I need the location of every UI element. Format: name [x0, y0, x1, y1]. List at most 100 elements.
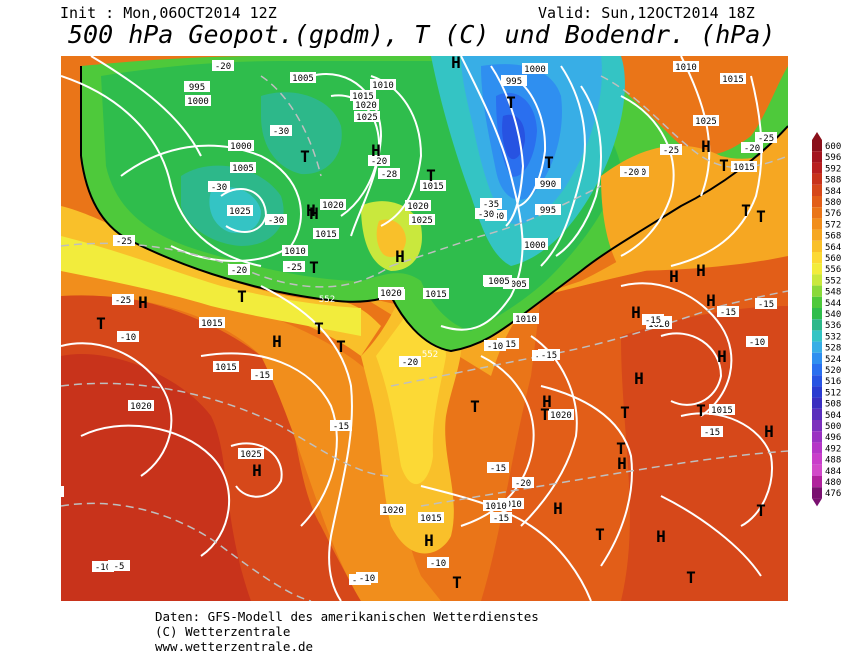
high-pressure-marker: H [395, 247, 405, 266]
temperature-label: -15 [704, 428, 720, 438]
legend-value: 592 [825, 164, 841, 174]
credits-line-url: www.wetterzentrale.de [155, 639, 314, 654]
temperature-label: -25 [758, 134, 774, 144]
temperature-label-bg [356, 572, 378, 583]
legend-swatch [812, 420, 822, 432]
pressure-label: 1020 [130, 402, 152, 412]
temperature-label-bg [378, 168, 400, 179]
pressure-label-bg [320, 199, 346, 210]
pressure-label-bg [693, 115, 719, 126]
pressure-label-bg [548, 409, 574, 420]
temperature-label-bg [475, 208, 497, 219]
high-pressure-marker: H [669, 267, 679, 286]
temperature-label-bg [620, 166, 642, 177]
pressure-label: 1010 [284, 247, 306, 257]
high-pressure-marker: H [371, 141, 381, 160]
pressure-label: 1005 [232, 164, 254, 174]
pressure-label: 1020 [355, 101, 377, 111]
temperature-label-bg [497, 338, 519, 349]
pressure-label-bg [522, 63, 548, 74]
temperature-label-bg [487, 462, 509, 473]
legend-swatch [812, 319, 822, 331]
temperature-label: -20 [515, 479, 531, 489]
legend-value: 488 [825, 456, 841, 466]
high-pressure-marker: H [272, 332, 282, 351]
legend-swatch [812, 341, 822, 353]
temperature-label: -10 [749, 338, 765, 348]
high-pressure-marker: H [656, 527, 666, 546]
legend-swatch [812, 285, 822, 297]
temperature-label: -15 [645, 316, 661, 326]
pressure-label-bg [731, 161, 757, 172]
temperature-label: -30 [211, 183, 227, 193]
pressure-label-bg [483, 500, 509, 511]
pressure-label: 1015 [711, 406, 733, 416]
legend-value: 588 [825, 176, 841, 186]
legend-value: 504 [825, 411, 841, 421]
temperature-label: -10 [487, 342, 503, 352]
low-pressure-marker: T [237, 287, 247, 306]
pressure-label: 1000 [524, 241, 546, 251]
low-pressure-marker: T [756, 501, 766, 520]
weather-map: 9951000100510101015102010251000100510101… [61, 56, 788, 601]
pressure-label-bg [673, 61, 699, 72]
legend-swatch [812, 375, 822, 387]
temperature-label-bg [108, 560, 130, 571]
legend-value: 584 [825, 187, 841, 197]
legend-swatch [812, 196, 822, 208]
pressure-label: 1025 [695, 117, 717, 127]
legend-swatch [812, 263, 822, 275]
legend-value: 576 [825, 209, 841, 219]
legend-value: 524 [825, 355, 841, 365]
temperature-label-bg [212, 60, 234, 71]
temperature-label-bg [642, 314, 664, 325]
legend-value: 508 [825, 400, 841, 410]
high-pressure-marker: H [617, 454, 627, 473]
pressure-label-bg [350, 90, 376, 101]
temperature-label-bg [265, 214, 287, 225]
low-pressure-marker: T [506, 93, 516, 112]
legend-swatch [812, 140, 822, 152]
legend-value: 572 [825, 220, 841, 230]
legend-swatch [812, 274, 822, 286]
legend-swatch [812, 352, 822, 364]
pressure-label-bg [380, 504, 406, 515]
pressure-label-bg [353, 99, 379, 110]
temperature-label-bg [490, 512, 512, 523]
pressure-label-bg [405, 200, 431, 211]
pressure-label: 1015 [215, 363, 237, 373]
pressure-label-bg [409, 214, 435, 225]
pressure-label: 995 [506, 77, 522, 87]
temperature-label-bg [538, 349, 560, 360]
temperature-label: -15 [500, 340, 516, 350]
temperature-label-bg [251, 369, 273, 380]
pressure-label-bg [420, 180, 446, 191]
valid-time: Valid: Sun,12OCT2014 18Z [538, 4, 755, 22]
legend-value: 528 [825, 344, 841, 354]
high-pressure-marker: H [542, 392, 552, 411]
temperature-label-bg [399, 356, 421, 367]
credits-line-data: Daten: GFS-Modell des amerikanischen Wet… [155, 609, 539, 624]
temperature-label: -10 [430, 559, 446, 569]
pressure-label: 1010 [675, 63, 697, 73]
pressure-label: 1015 [425, 290, 447, 300]
pressure-label: 1020 [550, 411, 572, 421]
pressure-label-bg [228, 140, 254, 151]
pressure-label: 1005 [292, 74, 314, 84]
legend-value: 600 [825, 142, 841, 152]
pressure-label-bg [486, 275, 512, 286]
legend-swatch [812, 330, 822, 342]
legend-swatch [812, 364, 822, 376]
temperature-label-bg [117, 331, 139, 342]
legend-value: 564 [825, 243, 841, 253]
pressure-label: 1020 [382, 506, 404, 516]
low-pressure-marker: T [756, 207, 766, 226]
legend-value: 532 [825, 332, 841, 342]
temperature-label: -15 [758, 300, 774, 310]
pressure-label-bg [709, 404, 735, 415]
temperature-label: -25 [286, 263, 302, 273]
pressure-label: 1005 [488, 277, 510, 287]
legend-swatch [812, 240, 822, 252]
